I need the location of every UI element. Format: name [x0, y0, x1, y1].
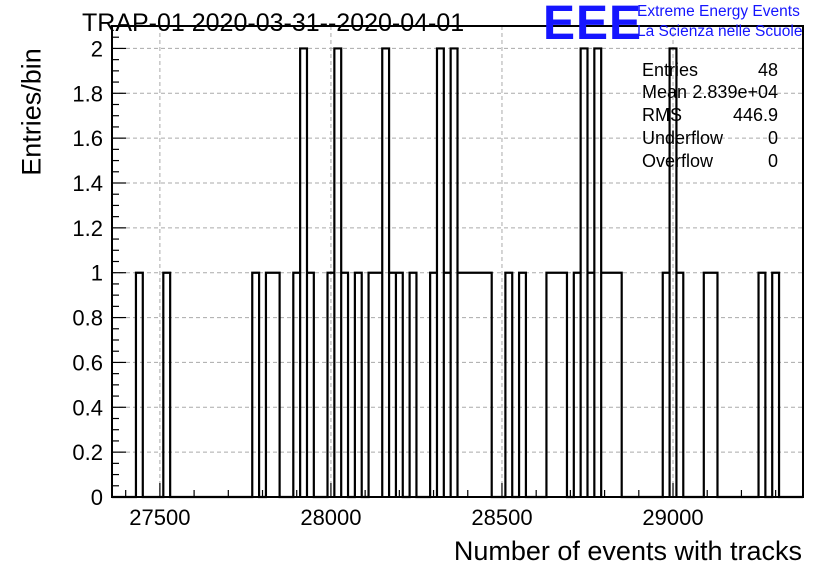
y-tick-label: 1 — [91, 261, 103, 286]
histogram-bin — [704, 273, 718, 497]
histogram-bin — [601, 273, 622, 497]
axis-ticks — [112, 25, 777, 498]
stat-rms-value: 446.9 — [732, 105, 778, 125]
logo-line-2: La Scienza nelle Scuole — [637, 23, 803, 40]
y-axis-label: Entries/bin — [16, 48, 47, 176]
histogram-bin — [266, 273, 280, 497]
stat-overflow-label: Overflow — [642, 151, 714, 171]
y-tick-label: 1.4 — [72, 171, 103, 196]
y-tick-label: 1.6 — [72, 126, 103, 151]
x-tick-label: 29000 — [642, 505, 703, 530]
stat-entries-value: 48 — [757, 60, 778, 80]
stat-mean-value: 2.839e+04 — [692, 82, 778, 102]
y-tick-label: 1.2 — [72, 216, 103, 241]
x-axis-label: Number of events with tracks — [453, 536, 802, 566]
histogram-bin — [369, 273, 383, 497]
stat-overflow-value: 0 — [767, 151, 778, 171]
y-tick-label: 0.2 — [72, 440, 103, 465]
stat-mean-label: Mean — [642, 82, 688, 102]
logo-line-1: Extreme Energy Events — [637, 3, 800, 20]
x-tick-label: 28500 — [471, 505, 532, 530]
y-tick-label: 0.8 — [72, 306, 103, 331]
stat-rms-label: RMS — [642, 105, 682, 125]
plot-title: TRAP-01 2020-03-31--2020-04-01 — [82, 9, 465, 37]
y-tick-label: 1.8 — [72, 81, 103, 106]
y-tick-label: 0.6 — [72, 350, 103, 375]
y-tick-label: 0 — [91, 485, 103, 510]
histogram-outline — [112, 47, 803, 499]
y-tick-label: 0.4 — [72, 395, 103, 420]
x-tick-label: 28000 — [300, 505, 361, 530]
stat-underflow-value: 0 — [767, 128, 778, 148]
histogram-bin — [546, 273, 567, 497]
y-tick-label: 2 — [91, 36, 103, 61]
histogram-bin — [458, 273, 492, 497]
stat-entries-label: Entries — [642, 60, 699, 80]
x-tick-label: 27500 — [129, 505, 190, 530]
eee-logo: EEE — [543, 0, 643, 50]
tick-labels: 27500 28000 28500 29000 0 0.2 0.4 0.6 0.8 1 1.2 1.4… — [72, 36, 703, 530]
stat-underflow-label: Underflow — [642, 128, 724, 148]
